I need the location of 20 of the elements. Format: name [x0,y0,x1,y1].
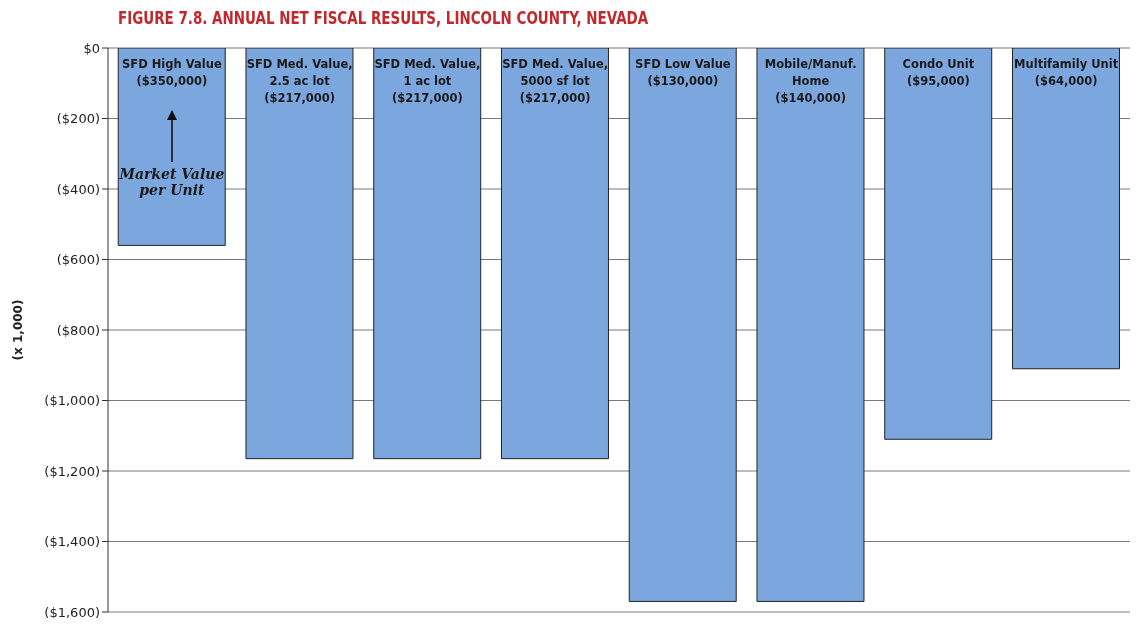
y-tick-label: ($1,400) [44,534,100,550]
y-tick-label: ($1,000) [44,393,100,409]
y-axis-title: (x 1,000) [11,299,26,361]
x-tick-label: Mobile/Manuf. Home ($140,000) [764,57,857,105]
x-tick-label: Multifamily Unit ($64,000) [1014,57,1119,88]
x-tick-label: SFD Med. Value, 5000 sf lot ($217,000) [502,57,609,105]
x-tick-label: Condo Unit ($95,000) [902,57,975,88]
y-tick-label: ($200) [56,111,100,127]
y-tick-label: ($400) [56,181,100,197]
x-tick-label: SFD Med. Value, 2.5 ac lot ($217,000) [246,57,353,105]
y-tick-label: ($800) [56,322,100,338]
x-tick-label: SFD Med. Value, 1 ac lot ($217,000) [374,57,481,105]
x-tick-label: SFD Low Value ($130,000) [635,57,731,88]
y-tick-label: ($1,200) [44,463,100,479]
chart-title: FIGURE 7.8. ANNUAL NET FISCAL RESULTS, LINCOLN COUNTY, NEVADA [118,8,650,28]
y-tick-label: ($1,600) [44,604,100,620]
x-tick-label: SFD High Value ($350,000) [122,57,222,88]
y-tick-label: $0 [83,40,100,56]
annotation: Market Value per Unit [118,166,226,198]
y-tick-label: ($600) [56,252,100,268]
